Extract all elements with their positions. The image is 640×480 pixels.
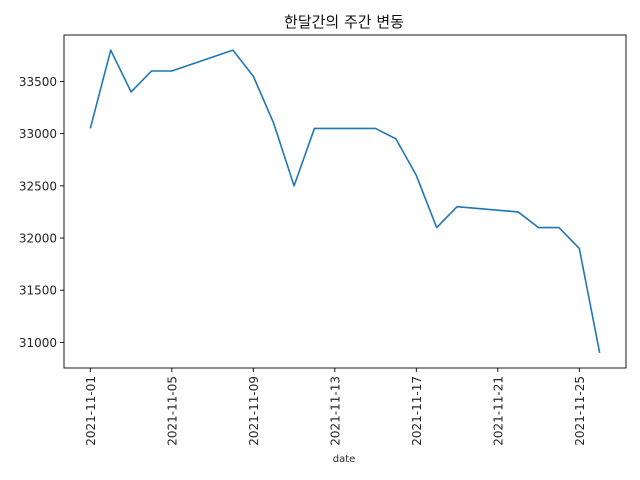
y-tick-label: 33500 xyxy=(19,75,57,89)
x-tick-label: 2021-11-25 xyxy=(573,376,587,446)
x-tick-label: 2021-11-21 xyxy=(491,376,505,446)
x-tick-label: 2021-11-01 xyxy=(84,376,98,446)
x-axis-label: date xyxy=(333,454,356,465)
x-tick-label: 2021-11-09 xyxy=(247,376,261,446)
x-tick-label: 2021-11-05 xyxy=(165,376,179,446)
x-axis-ticks: 2021-11-01 2021-11-05 2021-11-09 2021-11-13… xyxy=(84,368,587,446)
y-tick-label: 31000 xyxy=(19,336,57,350)
plot-frame xyxy=(63,34,627,369)
chart-title: 한달간의 주간 변동 xyxy=(284,13,404,31)
x-tick-label: 2021-11-13 xyxy=(328,376,342,446)
y-tick-label: 31500 xyxy=(19,284,57,298)
y-tick-label: 32000 xyxy=(19,232,57,246)
y-axis-ticks: 31000 31500 32000 32500 33000 33500 xyxy=(19,75,64,350)
series-line xyxy=(89,49,601,354)
x-tick-label: 2021-11-17 xyxy=(410,376,424,446)
plot-area xyxy=(63,34,627,369)
y-tick-label: 32500 xyxy=(19,179,57,193)
y-tick-label: 33000 xyxy=(19,127,57,141)
